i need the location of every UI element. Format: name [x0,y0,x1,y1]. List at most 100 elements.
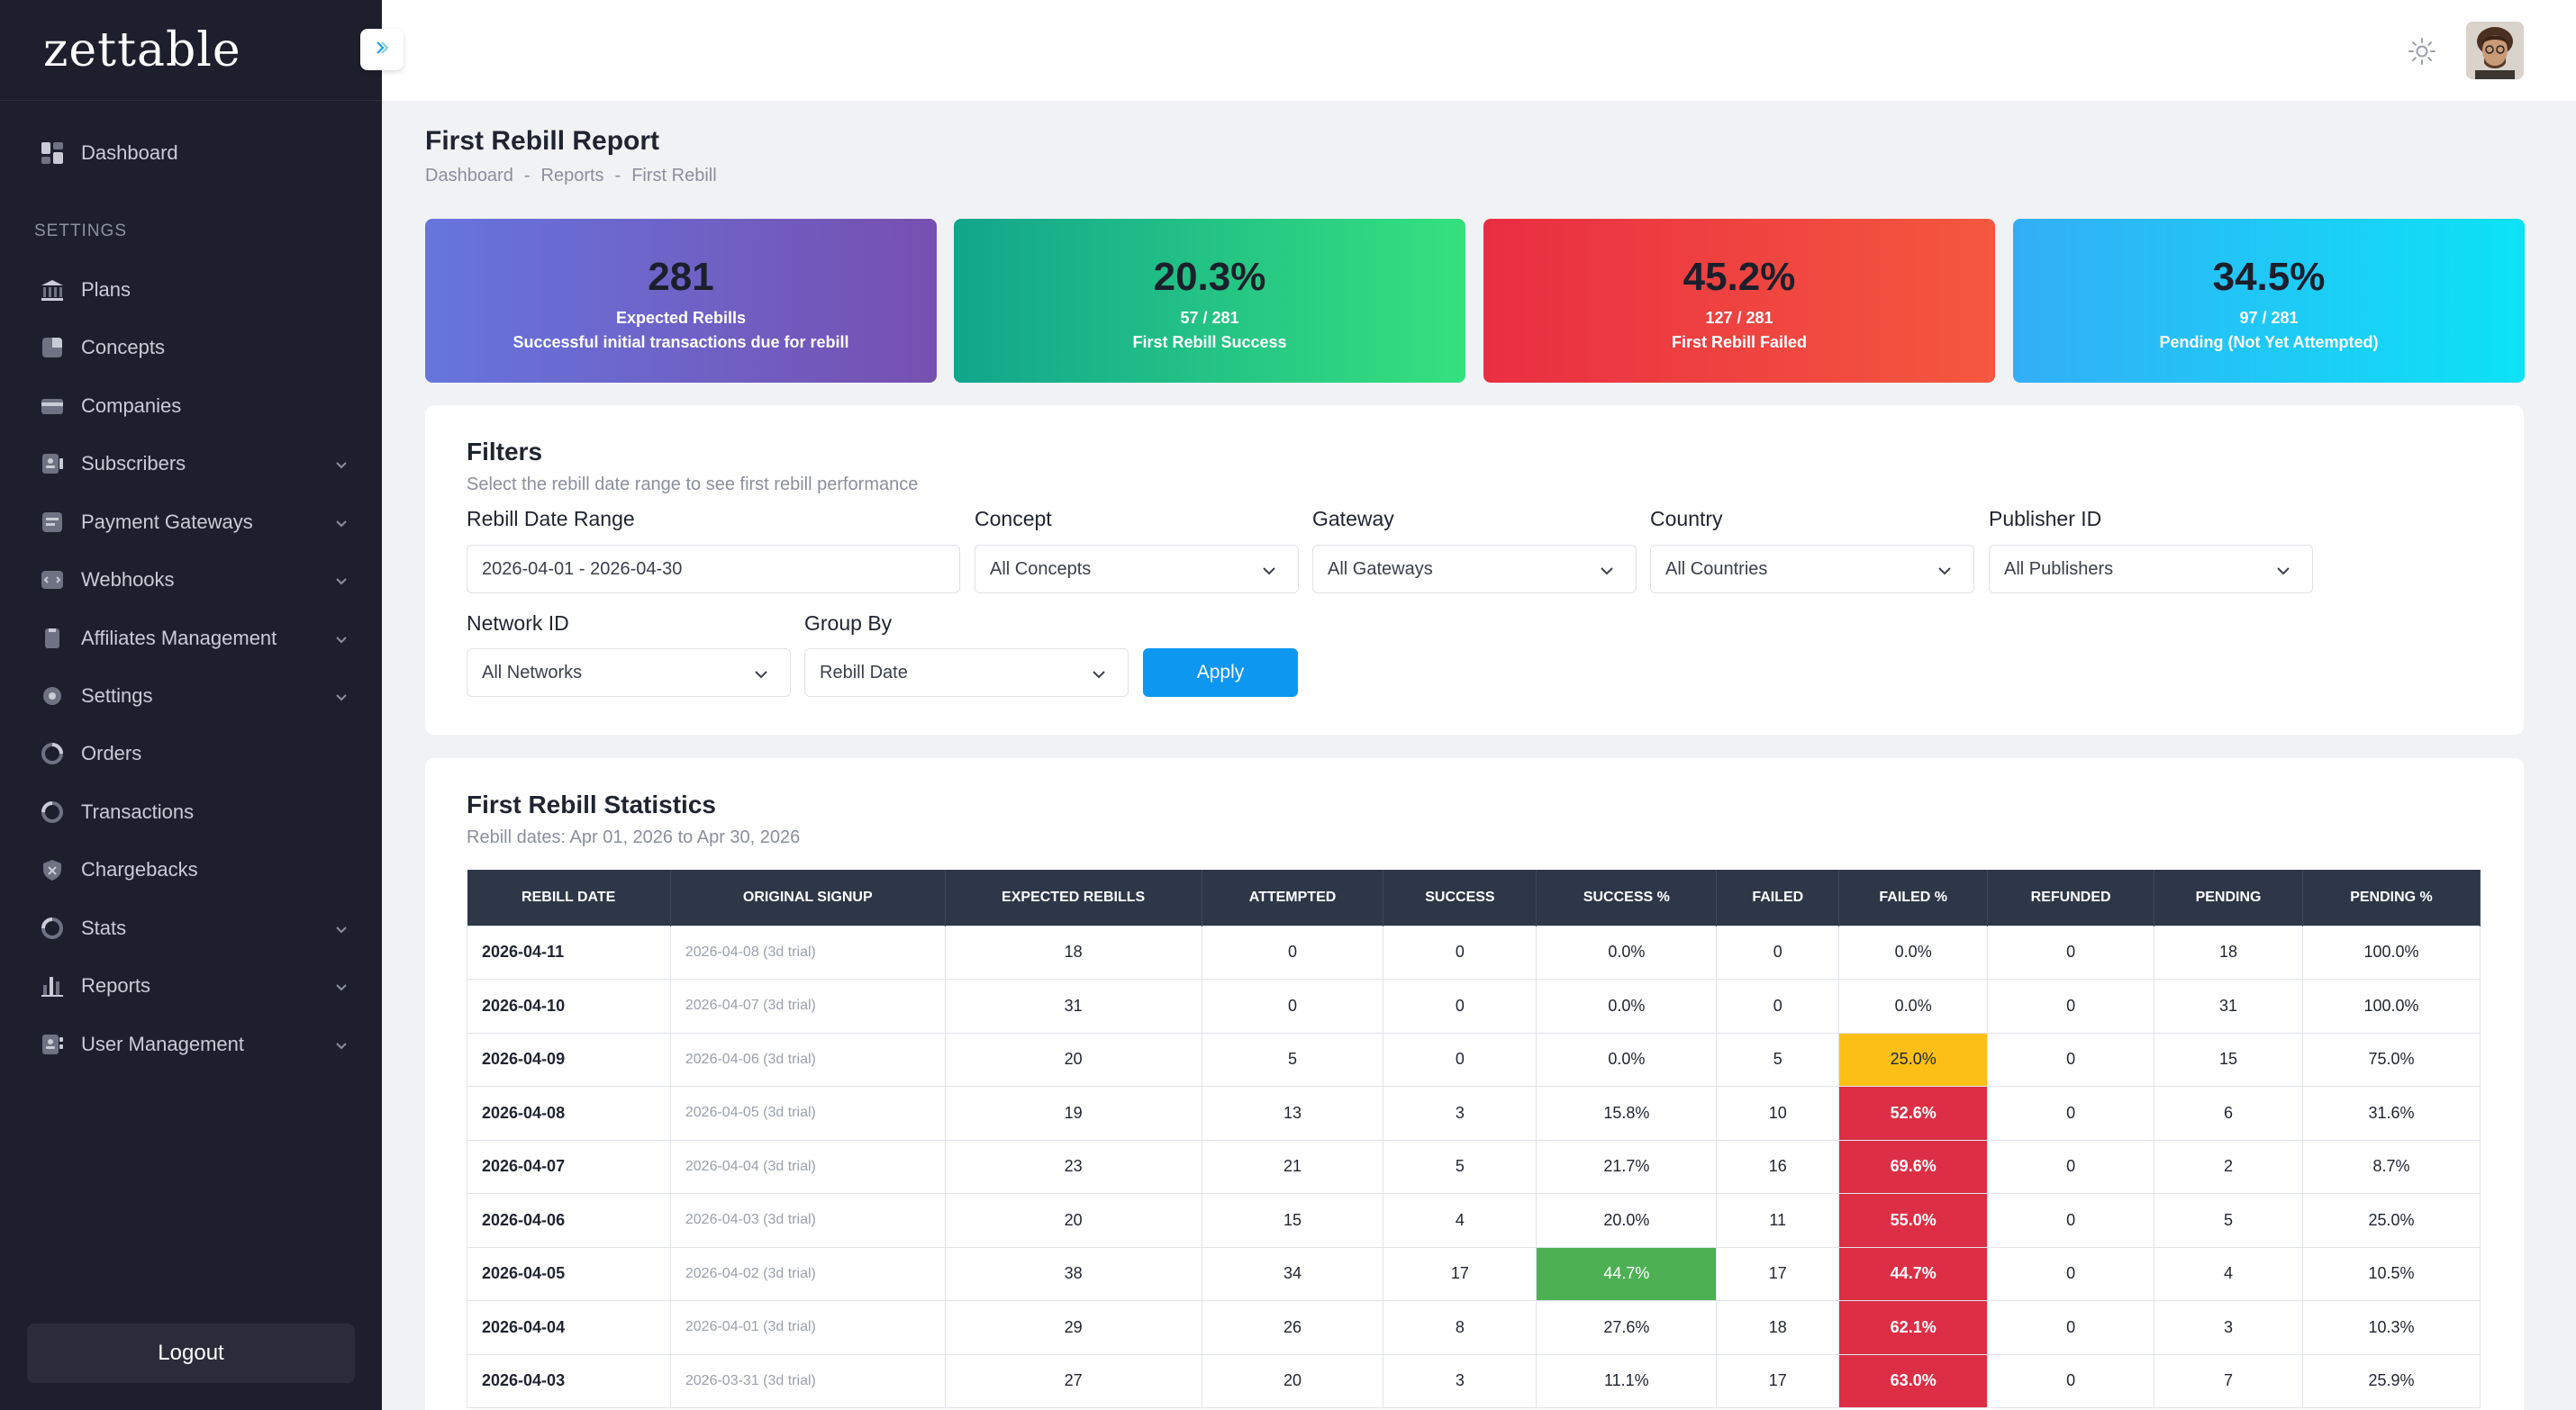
rebill-date-cell: 2026-04-05 [467,1246,671,1301]
rebill-date-cell: 2026-04-10 [467,979,671,1034]
sidebar-item-plans[interactable]: Plans [0,264,382,316]
failed-cell: 11 [1716,1193,1840,1248]
pending-percent-cell: 8.7% [2302,1139,2481,1194]
column-header[interactable]: ATTEMPTED [1202,870,1384,926]
success-cell: 5 [1383,1139,1537,1194]
card-value: 45.2% [1683,255,1796,299]
apply-button[interactable]: Apply [1143,648,1298,697]
failed-cell: 17 [1716,1353,1840,1408]
user-avatar[interactable] [2466,22,2524,79]
pending-percent-cell: 25.0% [2302,1193,2481,1248]
column-header[interactable]: EXPECTED REBILLS [945,870,1202,926]
column-header[interactable]: PENDING [2154,870,2303,926]
date-range-input[interactable]: 2026-04-01 - 2026-04-30 [467,545,960,593]
failed-percent-cell: 55.0% [1838,1193,1989,1248]
sidebar-item-user-management[interactable]: User Management [0,1018,382,1071]
sidebar-item-reports[interactable]: Reports [0,960,382,1012]
column-header[interactable]: ORIGINAL SIGNUP [670,870,946,926]
concept-value: All Concepts [990,558,1092,579]
attempted-cell: 20 [1201,1353,1384,1408]
pending-percent-cell: 10.5% [2302,1246,2481,1301]
column-header[interactable]: SUCCESS [1383,870,1537,926]
country-label: Country [1650,507,1723,530]
pending-percent-cell: 100.0% [2302,925,2481,980]
expected-rebills-cell: 38 [944,1246,1202,1301]
refunded-cell: 0 [1987,979,2155,1034]
breadcrumb-dashboard[interactable]: Dashboard [425,166,513,185]
sidebar-item-concepts[interactable]: Concepts [0,321,382,374]
column-header[interactable]: FAILED [1716,870,1840,926]
network-select[interactable]: All Networks [467,648,791,697]
sidebar-item-orders[interactable]: Orders [0,728,382,780]
theme-toggle-sun-icon[interactable] [2407,36,2437,67]
success-cell: 0 [1383,1032,1537,1087]
sidebar-toggle-button[interactable] [360,29,404,70]
pending-cell: 5 [2154,1193,2303,1248]
card-value: 20.3% [1153,255,1266,299]
original-signup-cell: 2026-04-04 (3d trial) [669,1139,946,1194]
user-management-icon [40,1032,65,1057]
chevron-down-icon [333,455,349,478]
pending-percent-cell: 10.3% [2302,1300,2481,1355]
pending-percent-cell: 100.0% [2302,979,2481,1034]
webhook-icon [40,567,65,592]
logout-button[interactable]: Logout [27,1324,355,1383]
attempted-cell: 15 [1201,1193,1384,1248]
chevron-down-icon [752,665,770,689]
country-select[interactable]: All Countries [1650,545,1974,593]
concept-select[interactable]: All Concepts [975,545,1299,593]
table-row[interactable]: 2026-04-05 2026-04-02 (3d trial) 38 34 17 44.… [467,1246,2481,1301]
breadcrumb-reports[interactable]: Reports [540,166,604,185]
rebill-failed-card: 45.2% 127 / 281 First Rebill Failed [1483,219,1995,383]
rebill-date-cell: 2026-04-09 [467,1032,671,1087]
sidebar-item-subscribers[interactable]: Subscribers [0,438,382,490]
breadcrumb-first-rebill: First Rebill [631,166,717,185]
pending-percent-cell: 31.6% [2302,1086,2481,1141]
table-row[interactable]: 2026-04-04 2026-04-01 (3d trial) 29 26 8 27.6… [467,1300,2481,1355]
app-logo[interactable]: zettable [0,0,382,101]
sidebar-item-dashboard[interactable]: Dashboard [0,127,382,179]
network-value: All Networks [482,662,583,682]
card-line-2: Pending (Not Yet Attempted) [2159,333,2379,351]
chevron-down-icon [1936,562,1954,585]
sidebar-item-settings[interactable]: Settings [0,670,382,722]
column-header[interactable]: REBILL DATE [467,870,671,926]
column-header[interactable]: PENDING % [2302,870,2481,926]
sidebar-item-label: Stats [81,917,127,939]
group-by-select[interactable]: Rebill Date [804,648,1129,697]
sidebar-item-companies[interactable]: Companies [0,380,382,432]
column-header[interactable]: REFUNDED [1987,870,2155,926]
failed-cell: 5 [1716,1032,1840,1087]
sidebar-item-stats[interactable]: Stats [0,902,382,954]
subscribers-icon [40,451,65,476]
success-cell: 4 [1383,1193,1537,1248]
rebill-date-cell: 2026-04-06 [467,1193,671,1248]
pie-icon [40,335,65,360]
attempted-cell: 0 [1201,925,1384,980]
card-line-2: Successful initial transactions due for … [512,333,849,351]
sidebar-item-webhooks[interactable]: Webhooks [0,554,382,606]
table-row[interactable]: 2026-04-10 2026-04-07 (3d trial) 31 0 0 0.0% 0… [467,979,2481,1034]
orders-icon [40,741,65,766]
gateway-select[interactable]: All Gateways [1312,545,1637,593]
sidebar-item-transactions[interactable]: Transactions [0,786,382,838]
table-row[interactable]: 2026-04-07 2026-04-04 (3d trial) 23 21 5 21.7… [467,1139,2481,1194]
sidebar-item-chargebacks[interactable]: Chargebacks [0,844,382,896]
column-header[interactable]: FAILED % [1838,870,1989,926]
rebill-date-cell: 2026-04-07 [467,1139,671,1194]
table-row[interactable]: 2026-04-11 2026-04-08 (3d trial) 18 0 0 0.0% 0… [467,925,2481,980]
page-title: First Rebill Report [425,126,660,156]
expected-rebills-cell: 29 [944,1300,1202,1355]
sidebar-item-payment-gateways[interactable]: Payment Gateways [0,496,382,548]
table-row[interactable]: 2026-04-06 2026-04-03 (3d trial) 20 15 4 20.0… [467,1193,2481,1248]
expected-rebills-cell: 20 [944,1193,1202,1248]
sidebar-item-affiliates-management[interactable]: Affiliates Management [0,612,382,664]
table-row[interactable]: 2026-04-08 2026-04-05 (3d trial) 19 13 3 15.8… [467,1086,2481,1141]
column-header[interactable]: SUCCESS % [1536,870,1718,926]
table-row[interactable]: 2026-04-03 2026-03-31 (3d trial) 27 20 3 11.1… [467,1353,2481,1408]
publisher-select[interactable]: All Publishers [1989,545,2313,593]
pending-cell: 7 [2154,1353,2303,1408]
publisher-value: All Publishers [2004,558,2114,579]
table-row[interactable]: 2026-04-09 2026-04-06 (3d trial) 20 5 0 0.0% 5… [467,1032,2481,1087]
expected-rebills-cell: 18 [944,925,1202,980]
